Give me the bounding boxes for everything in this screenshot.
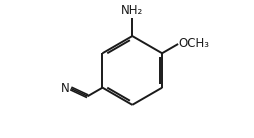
Text: NH₂: NH₂ [121, 4, 144, 17]
Text: OCH₃: OCH₃ [179, 38, 210, 51]
Text: N: N [61, 82, 70, 95]
